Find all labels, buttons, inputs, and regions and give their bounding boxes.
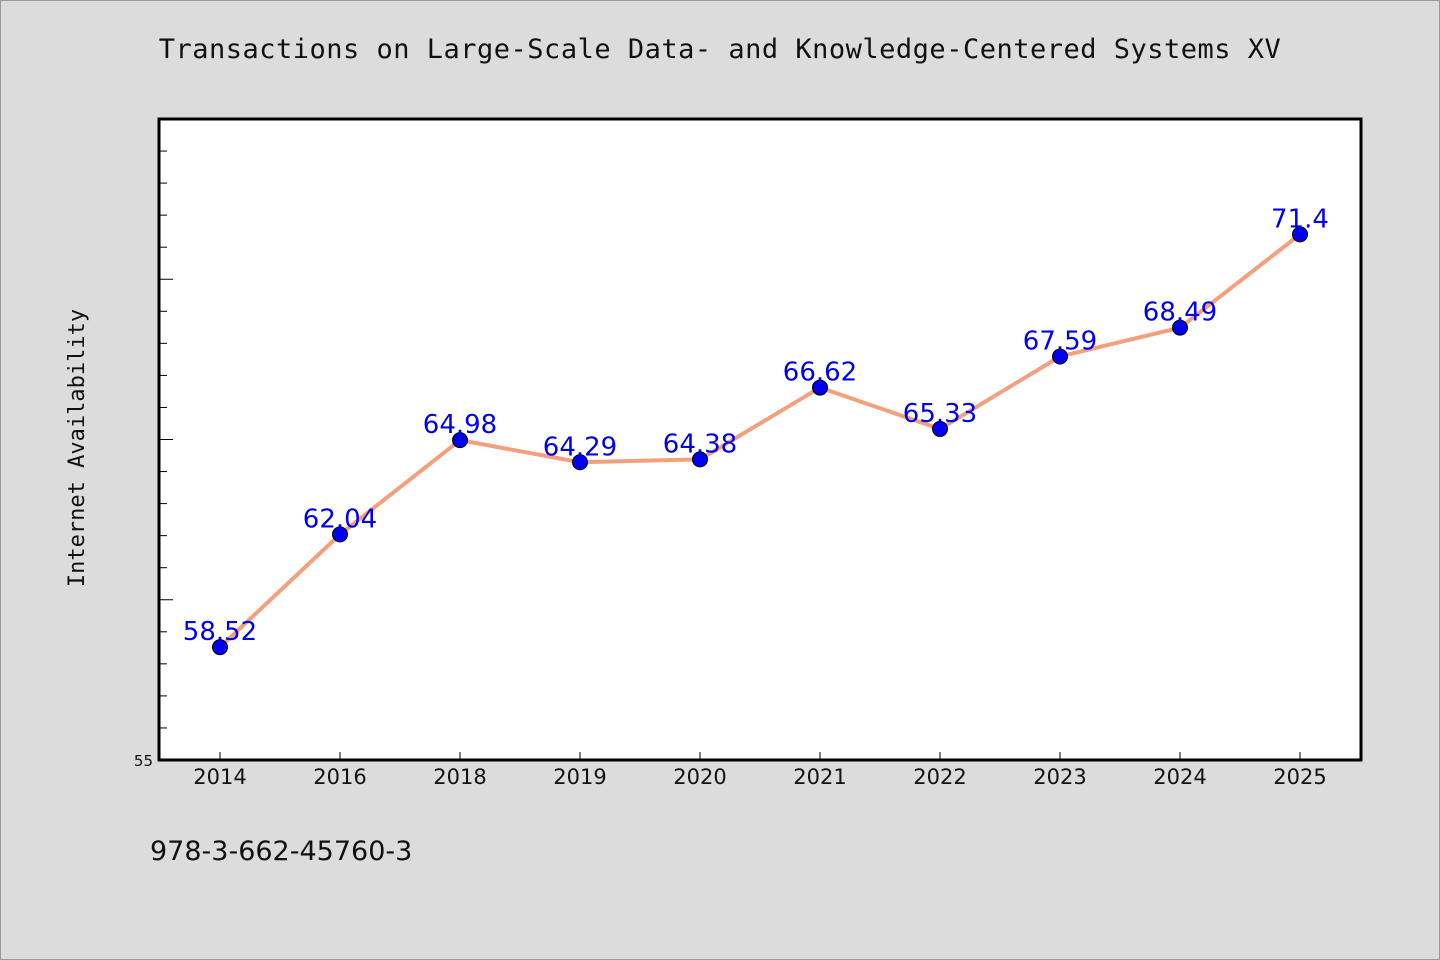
x-tick-label-2019: 2019 bbox=[553, 765, 606, 789]
data-point-2016 bbox=[332, 526, 348, 543]
x-axis-tick-labels: 2014 2016 2018 2019 2020 2021 2022 2023 2024 2025 bbox=[193, 765, 1326, 789]
data-label-2021: 66.62 bbox=[783, 358, 857, 388]
data-point-2022 bbox=[932, 420, 948, 437]
data-point-2023 bbox=[1052, 348, 1068, 365]
data-label-2025: 71.4 bbox=[1271, 204, 1329, 234]
x-tick-label-2014: 2014 bbox=[193, 765, 246, 789]
x-tick-label-2024: 2024 bbox=[1153, 765, 1206, 789]
data-label-2016: 62.04 bbox=[303, 504, 377, 534]
x-tick-label-2022: 2022 bbox=[913, 765, 966, 789]
y-tick-label-55: 55 bbox=[134, 752, 153, 770]
data-label-2014: 58.52 bbox=[183, 617, 257, 647]
x-tick-label-2018: 2018 bbox=[433, 765, 486, 789]
x-tick-label-2025: 2025 bbox=[1273, 765, 1326, 789]
data-label-2018: 64.98 bbox=[423, 410, 497, 440]
plot-area bbox=[157, 117, 1363, 762]
x-axis-ticks bbox=[219, 752, 1301, 760]
data-point-2021 bbox=[812, 379, 828, 396]
x-tick-label-2023: 2023 bbox=[1033, 765, 1086, 789]
data-label-2024: 68.49 bbox=[1143, 298, 1217, 328]
x-tick-label-2016: 2016 bbox=[313, 765, 366, 789]
data-point-2019 bbox=[572, 454, 588, 471]
data-label-2023: 67.59 bbox=[1023, 326, 1097, 356]
data-label-2020: 64.38 bbox=[663, 429, 737, 459]
data-label-2019: 64.29 bbox=[543, 432, 617, 462]
data-point-2025 bbox=[1292, 226, 1308, 243]
y-axis-title: Internet Availability bbox=[65, 309, 90, 587]
isbn-text: 978-3-662-45760-3 bbox=[150, 836, 413, 867]
data-point-2014 bbox=[212, 639, 228, 656]
y-axis-ticks bbox=[159, 118, 173, 761]
data-point-2020 bbox=[692, 451, 708, 468]
data-label-2022: 65.33 bbox=[903, 399, 977, 429]
series-line bbox=[218, 232, 1302, 649]
x-tick-label-2020: 2020 bbox=[673, 765, 726, 789]
x-tick-label-2021: 2021 bbox=[793, 765, 846, 789]
chart-title: Transactions on Large-Scale Data- and Kn… bbox=[158, 34, 1282, 65]
data-point-2024 bbox=[1172, 319, 1188, 336]
data-point-2018 bbox=[452, 432, 468, 449]
data-labels: 58.52 62.04 64.98 64.29 64.38 66.62 65.33 67.59… bbox=[183, 204, 1329, 647]
data-points bbox=[212, 226, 1308, 656]
